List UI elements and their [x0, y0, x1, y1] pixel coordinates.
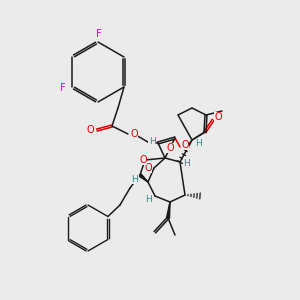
Text: O: O [166, 143, 174, 153]
Polygon shape [139, 174, 148, 182]
Text: H: H [132, 175, 138, 184]
Text: O: O [86, 125, 94, 135]
Text: O: O [130, 129, 138, 139]
Text: H: H [146, 194, 152, 203]
Text: O: O [139, 155, 147, 165]
Text: F: F [60, 83, 66, 93]
Text: O: O [181, 140, 189, 150]
Text: O: O [144, 163, 152, 173]
Polygon shape [167, 202, 170, 218]
Text: O: O [214, 112, 222, 122]
Text: H: H [184, 158, 190, 167]
Text: H: H [196, 140, 202, 148]
Text: H: H [148, 137, 155, 146]
Text: F: F [96, 29, 102, 39]
